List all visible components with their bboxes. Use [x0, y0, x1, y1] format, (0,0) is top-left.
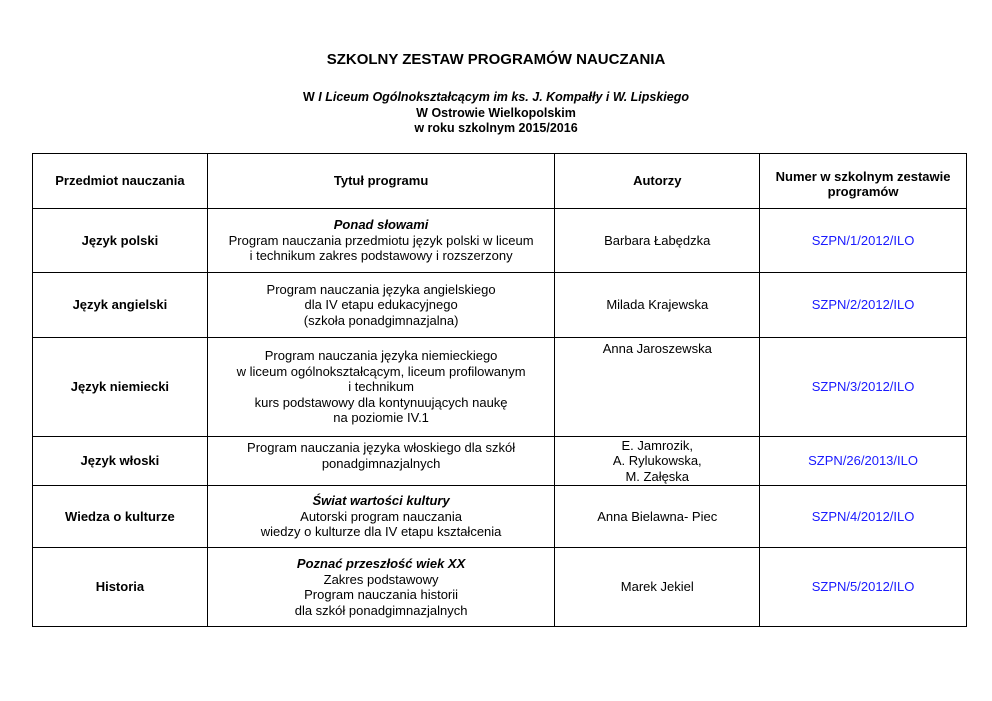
subject-cell: Język angielski	[32, 272, 208, 338]
school-name-line: W I Liceum Ogólnokształcącym im ks. J. K…	[0, 90, 992, 106]
header-number: Numer w szkolnym zestawie programów	[759, 153, 967, 209]
program-title-line: i technikum zakres podstawowy i rozszerz…	[249, 248, 513, 264]
program-number-cell: SZPN/1/2012/ILO	[759, 208, 967, 273]
program-title-cell: Program nauczania języka niemieckiego w l…	[206, 337, 556, 437]
subject-cell: Historia	[32, 547, 208, 627]
program-title-line: ponadgimnazjalnych	[321, 455, 441, 471]
author-name: Milada Krajewska	[606, 297, 709, 313]
program-title-line: Program nauczania historii	[304, 587, 459, 602]
author-name: M. Załęska	[625, 468, 690, 484]
table-row: Wiedza o kulturze Świat wartości kultury…	[32, 485, 967, 548]
program-title-line: w liceum ogólnokształcącym, liceum profi…	[236, 363, 526, 379]
header-subject: Przedmiot nauczania	[32, 153, 208, 209]
author-name: Marek Jekiel	[620, 579, 694, 595]
program-title-cell: Ponad słowami Program nauczania przedmiot…	[206, 208, 556, 273]
program-title-line: dla IV etapu edukacyjnego	[304, 297, 458, 313]
author-name: A. Rylukowska,	[612, 453, 702, 469]
document-title: SZKOLNY ZESTAW PROGRAMÓW NAUCZANIA	[326, 51, 666, 68]
authors-cell: Barbara Łabędzka	[554, 208, 761, 273]
program-number-cell: SZPN/3/2012/ILO	[759, 337, 967, 437]
subtitle-prefix: W	[303, 90, 319, 104]
header-authors: Autorzy	[554, 153, 761, 209]
program-title-line: kurs podstawowy dla kontynuujących naukę	[254, 394, 508, 410]
program-title-heading: Poznać przeszłość wiek XX	[296, 556, 466, 571]
program-title-line: Program nauczania języka angielskiego	[266, 281, 496, 297]
table-header-row: Przedmiot nauczania Tytuł programu Autor…	[32, 153, 967, 209]
program-title-cell: Świat wartości kultury Autorski program n…	[206, 485, 556, 548]
program-title-line: Program nauczania przedmiotu język polsk…	[228, 232, 534, 248]
authors-cell: Milada Krajewska	[554, 272, 761, 338]
program-number-cell: SZPN/26/2013/ILO	[759, 436, 967, 486]
authors-cell: Anna Jaroszewska	[554, 337, 761, 437]
subject-cell: Język niemiecki	[32, 337, 208, 437]
author-name: Anna Jaroszewska	[602, 341, 712, 356]
program-number-cell: SZPN/2/2012/ILO	[759, 272, 967, 338]
author-name: Anna Bielawna- Piec	[597, 508, 718, 524]
table-row: Język angielski Program nauczania języka…	[32, 272, 967, 338]
program-title-line: Program nauczania języka niemieckiego	[264, 348, 498, 364]
program-title-heading: Świat wartości kultury	[312, 493, 450, 509]
program-title-line: na poziomie IV.1	[333, 410, 429, 426]
program-title-line: dla szkół ponadgimnazjalnych	[294, 602, 468, 618]
program-title-cell: Program nauczania języka włoskiego dla s…	[206, 436, 556, 486]
school-year-line: w roku szkolnym 2015/2016	[414, 121, 578, 135]
program-title-line: wiedzy o kulturze dla IV etapu kształcen…	[260, 524, 502, 540]
subject-cell: Język włoski	[32, 436, 208, 486]
program-title-line: Zakres podstawowy	[323, 571, 439, 587]
authors-cell: E. Jamrozik, A. Rylukowska, M. Załęska	[554, 436, 761, 486]
program-title-cell: Program nauczania języka angielskiego dla…	[206, 272, 556, 338]
programs-table: Przedmiot nauczania Tytuł programu Autor…	[32, 153, 967, 627]
program-title-line: Autorski program nauczania	[300, 508, 463, 524]
subject-cell: Język polski	[32, 208, 208, 273]
program-title-line: (szkoła ponadgimnazjalna)	[303, 312, 459, 328]
header-program-title: Tytuł programu	[206, 153, 556, 209]
table-row: Język niemiecki Program nauczania języka…	[32, 337, 967, 437]
program-number-cell: SZPN/5/2012/ILO	[759, 547, 967, 627]
program-title-heading: Ponad słowami	[333, 217, 429, 233]
program-title-cell: Poznać przeszłość wiek XX Zakres podstawo…	[206, 547, 556, 627]
table-row: Historia Poznać przeszłość wiek XX Zakres…	[32, 547, 967, 627]
table-row: Język włoski Program nauczania języka wł…	[32, 436, 967, 486]
table-row: Język polski Ponad słowami Program naucza…	[32, 208, 967, 273]
authors-cell: Anna Bielawna- Piec	[554, 485, 761, 548]
school-name: I Liceum Ogólnokształcącym im ks. J. Kom…	[318, 90, 689, 104]
subject-cell: Wiedza o kulturze	[32, 485, 208, 548]
program-title-line: Program nauczania języka włoskiego dla s…	[247, 440, 516, 455]
city-line: W Ostrowie Wielkopolskim	[416, 105, 576, 120]
author-name: E. Jamrozik,	[621, 437, 694, 453]
program-title-line: i technikum	[348, 379, 414, 395]
program-number-cell: SZPN/4/2012/ILO	[759, 485, 967, 548]
authors-cell: Marek Jekiel	[554, 547, 761, 627]
document-subtitle: W I Liceum Ogólnokształcącym im ks. J. K…	[0, 90, 992, 137]
author-name: Barbara Łabędzka	[604, 232, 711, 248]
